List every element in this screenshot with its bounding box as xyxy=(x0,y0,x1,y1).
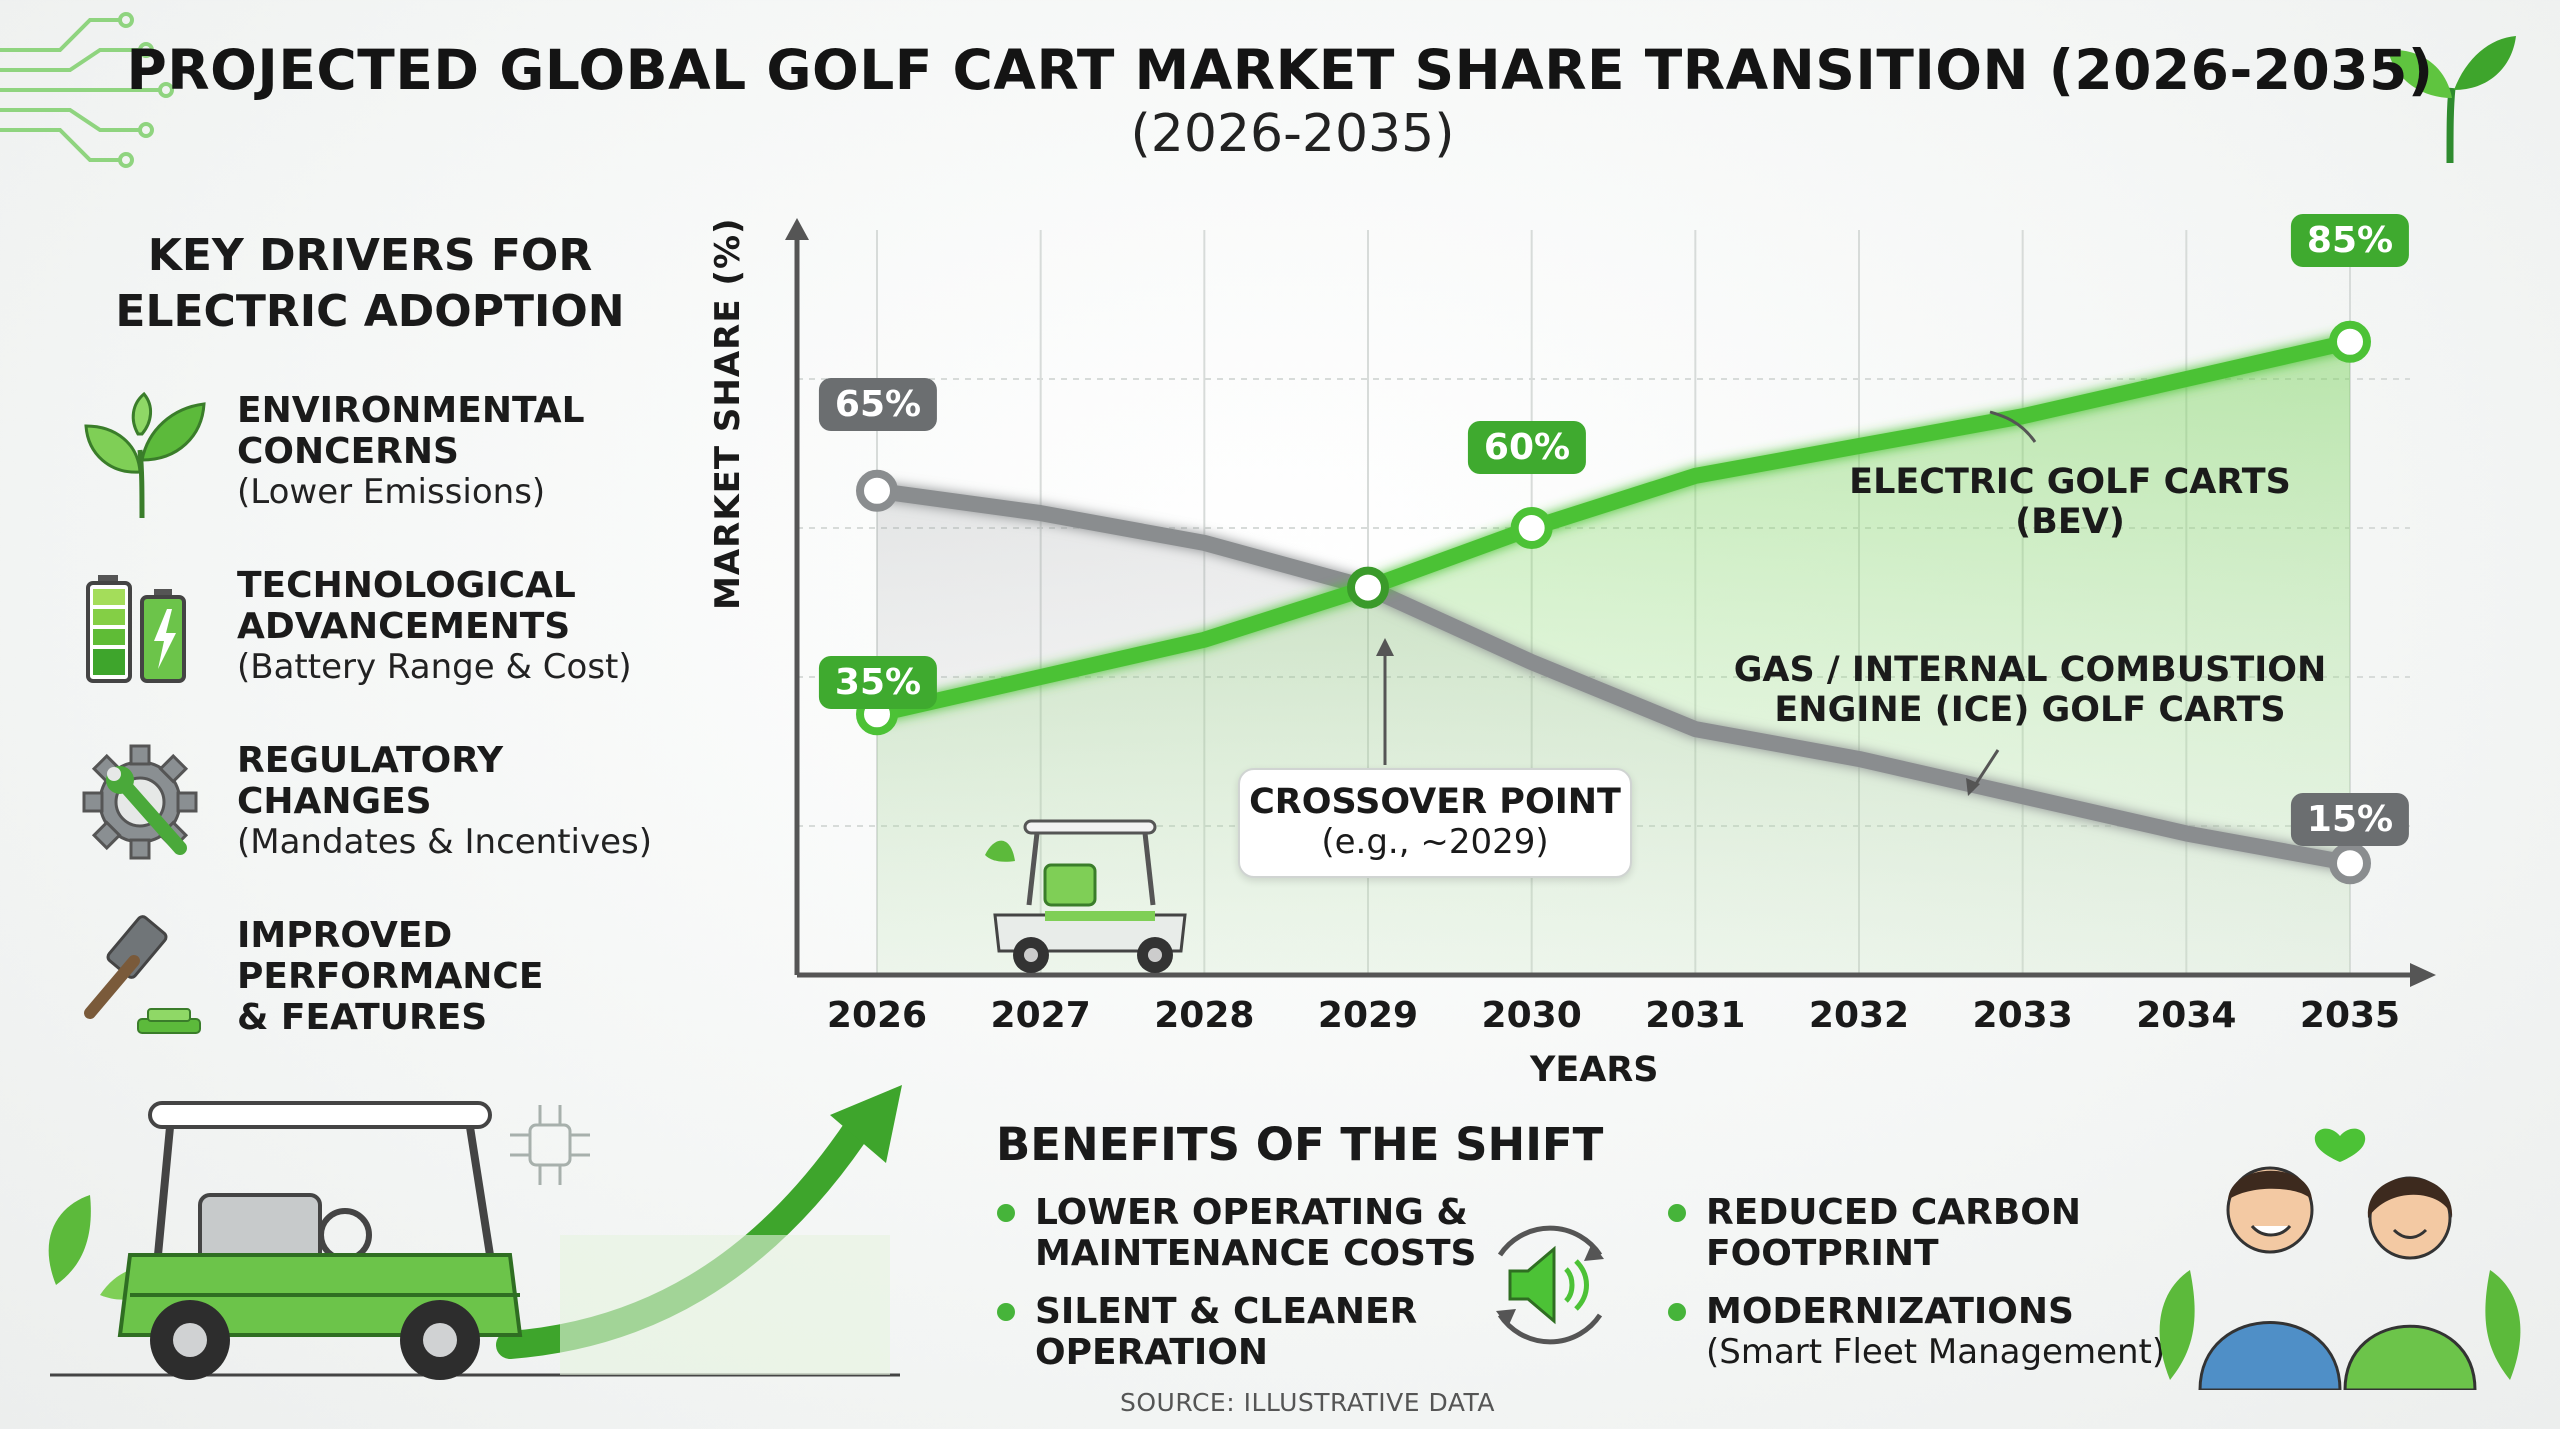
ice-label-pointer-head xyxy=(1966,778,1980,796)
benefit-title: FOOTPRINT xyxy=(1706,1233,1939,1274)
drivers-title-line1: KEY DRIVERS FOR xyxy=(147,230,593,281)
series-line xyxy=(869,333,2358,723)
benefit-bullet xyxy=(997,1303,1015,1321)
ice-series-label: GAS / INTERNAL COMBUSTION ENGINE (ICE) G… xyxy=(1720,650,2340,730)
x-tick-label: 2034 xyxy=(2136,995,2237,1036)
x-tick-label: 2030 xyxy=(1481,995,1582,1036)
y-axis-arrow xyxy=(785,218,809,240)
driver-sub: (Lower Emissions) xyxy=(237,472,546,512)
crossover-title: CROSSOVER POINT xyxy=(1249,782,1621,822)
crossover-pointer-head xyxy=(1376,638,1394,656)
circuit-icon xyxy=(0,12,174,168)
driver-head: TECHNOLOGICAL xyxy=(237,565,576,606)
data-point xyxy=(2329,842,2371,885)
driver-performance: IMPROVED PERFORMANCE & FEATURES xyxy=(80,915,680,1055)
sprout-icon xyxy=(2388,36,2516,164)
series-line xyxy=(869,482,2358,872)
callout-ice-end: 15% xyxy=(2290,793,2410,846)
benefit-title: SILENT & CLEANER xyxy=(1035,1291,1418,1332)
page-title: PROJECTED GLOBAL GOLF CART MARKET SHARE … xyxy=(126,38,2434,102)
gear-wrench-icon xyxy=(82,744,198,860)
callout-ice-start: 65% xyxy=(818,378,938,431)
benefit-bullet xyxy=(1668,1204,1686,1222)
driver-head: IMPROVED xyxy=(237,915,453,956)
driver-sub: (Battery Range & Cost) xyxy=(237,647,632,687)
x-tick-label: 2033 xyxy=(1972,995,2073,1036)
crossover-marker xyxy=(1347,566,1389,609)
data-point xyxy=(856,469,898,512)
data-point xyxy=(2329,320,2371,363)
chart-points xyxy=(856,320,2371,885)
x-tick-label: 2035 xyxy=(2299,995,2401,1036)
benefit-item: REDUCED CARBON FOOTPRINT xyxy=(1668,1192,2081,1274)
benefit-title: MODERNIZATIONS xyxy=(1706,1291,2074,1332)
crossover-callout: CROSSOVER POINT (e.g., ~2029) xyxy=(1238,768,1632,878)
callout-bev-start: 35% xyxy=(818,656,938,709)
driver-head: CONCERNS xyxy=(237,431,459,472)
x-tick-label: 2028 xyxy=(1154,995,1255,1036)
speaker-icon xyxy=(1496,1225,1604,1345)
ice-series-label-line2: ENGINE (ICE) GOLF CARTS xyxy=(1774,690,2286,730)
battery-icon xyxy=(86,575,186,683)
bev-series-label: ELECTRIC GOLF CARTS (BEV) xyxy=(1849,462,2291,542)
data-point-marker xyxy=(856,469,898,512)
chart-lines xyxy=(869,333,2358,872)
benefit-item: MODERNIZATIONS (Smart Fleet Management) xyxy=(1668,1291,2165,1373)
driver-regulatory: REGULATORY CHANGES (Mandates & Incentive… xyxy=(80,740,680,880)
x-axis-arrow xyxy=(2410,963,2436,987)
data-point-marker xyxy=(2329,320,2371,363)
benefit-title: OPERATION xyxy=(1035,1332,1269,1373)
data-point-marker xyxy=(2329,842,2371,885)
driver-technological: TECHNOLOGICAL ADVANCEMENTS (Battery Rang… xyxy=(80,565,680,705)
drivers-title-line2: ELECTRIC ADOPTION xyxy=(115,286,625,337)
bev-label-pointer xyxy=(1989,410,2037,443)
crossover-sub: (e.g., ~2029) xyxy=(1321,822,1549,862)
driver-head: PERFORMANCE xyxy=(237,956,544,997)
drivers-title: KEY DRIVERS FOR ELECTRIC ADOPTION xyxy=(90,228,650,340)
ice-series-label-line1: GAS / INTERNAL COMBUSTION xyxy=(1733,650,2327,690)
x-axis-label: YEARS xyxy=(1530,1050,1659,1090)
benefits-title: BENEFITS OF THE SHIFT xyxy=(996,1118,1604,1171)
x-tick-label: 2026 xyxy=(826,995,928,1036)
benefit-bullet xyxy=(1668,1303,1686,1321)
benefit-title: REDUCED CARBON xyxy=(1706,1192,2082,1233)
x-tick-label: 2032 xyxy=(1808,995,1910,1036)
x-tick-label: 2027 xyxy=(990,995,1091,1036)
data-point xyxy=(1510,507,1553,549)
driver-environmental: ENVIRONMENTAL CONCERNS (Lower Emissions) xyxy=(80,390,680,530)
golf-cart-icon xyxy=(985,819,1187,973)
x-tick-label: 2029 xyxy=(1317,995,1419,1036)
golf-cart-illustration xyxy=(48,1085,902,1380)
page-subtitle: (2026-2035) xyxy=(1130,104,1455,164)
callout-bev-2030: 60% xyxy=(1467,421,1587,474)
x-tick-label: 2031 xyxy=(1645,995,1746,1036)
gavel-icon xyxy=(84,915,201,1034)
y-axis-label: MARKET SHARE (%) xyxy=(708,217,748,610)
happy-people-illustration xyxy=(2159,1128,2521,1390)
benefit-item: SILENT & CLEANER OPERATION xyxy=(997,1291,1417,1373)
benefit-title: MAINTENANCE COSTS xyxy=(1035,1233,1477,1274)
driver-head: REGULATORY xyxy=(237,740,504,781)
benefit-title: LOWER OPERATING & xyxy=(1035,1192,1468,1233)
benefit-sub: (Smart Fleet Management) xyxy=(1706,1332,2166,1372)
leaf-icon xyxy=(84,391,206,519)
source-note: SOURCE: ILLUSTRATIVE DATA xyxy=(1120,1388,1495,1417)
driver-sub: (Mandates & Incentives) xyxy=(237,822,653,862)
benefit-bullet xyxy=(997,1204,1015,1222)
driver-head: ADVANCEMENTS xyxy=(237,606,571,647)
driver-head: ENVIRONMENTAL xyxy=(237,390,585,431)
driver-head: CHANGES xyxy=(237,781,432,822)
data-point-marker xyxy=(1510,507,1553,549)
driver-head: & FEATURES xyxy=(237,997,488,1038)
callout-bev-end: 85% xyxy=(2290,214,2410,267)
benefit-item: LOWER OPERATING & MAINTENANCE COSTS xyxy=(997,1192,1476,1274)
